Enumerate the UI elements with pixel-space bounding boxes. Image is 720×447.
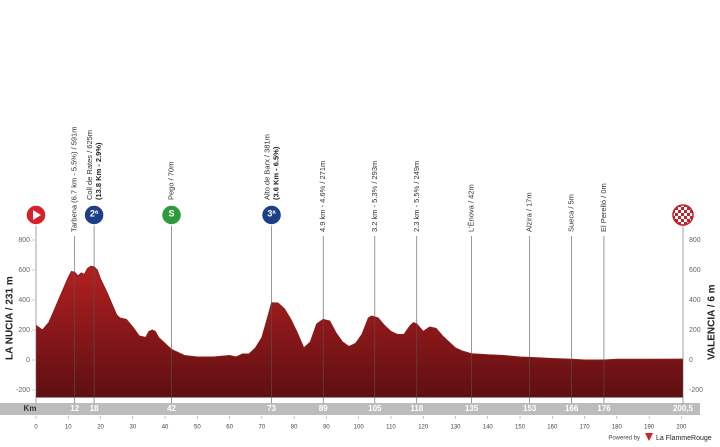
x-tick-label: 30 xyxy=(129,425,136,431)
point-icon-label: 2ª xyxy=(90,208,99,218)
km-marker: 118 xyxy=(410,404,423,413)
x-tick-label: 200 xyxy=(676,425,687,431)
point-icon xyxy=(83,204,105,226)
y-tick-label-right: -200 xyxy=(689,387,703,394)
point-label: Sueca / 5m xyxy=(567,194,576,232)
x-tick-label: 180 xyxy=(612,425,623,431)
km-marker: 166 xyxy=(565,404,579,413)
point-label: 4.9 km - 4.6% / 271m xyxy=(318,161,327,232)
x-tick-label: 100 xyxy=(354,425,365,431)
point-label: Alzira / 17m xyxy=(525,192,534,232)
km-marker: 73 xyxy=(267,404,276,413)
x-tick-label: 170 xyxy=(580,425,591,431)
x-tick-label: 160 xyxy=(547,425,558,431)
km-marker: 89 xyxy=(319,404,328,413)
km-band xyxy=(0,403,700,415)
area-fill xyxy=(36,266,683,398)
km-marker: 135 xyxy=(465,404,479,413)
y-tick-label: 800 xyxy=(18,237,30,244)
point-label: Tarbena (6.7 km - 5.5%) / 591m xyxy=(70,127,79,232)
x-tick-label: 10 xyxy=(65,425,72,431)
point-icon xyxy=(260,204,283,226)
y-tick-label: -200 xyxy=(16,387,30,394)
x-tick-label: 110 xyxy=(386,425,396,431)
point-icon xyxy=(160,204,183,226)
x-tick-label: 190 xyxy=(644,425,655,431)
point-label: Pego / 70m xyxy=(167,162,176,200)
x-tick-label: 80 xyxy=(291,425,298,431)
km-marker: 12 xyxy=(70,404,79,413)
x-tick-label: 60 xyxy=(226,425,233,431)
y-tick-label: 200 xyxy=(18,327,30,334)
x-tick-label: 0 xyxy=(34,425,38,431)
x-tick-label: 70 xyxy=(259,425,266,431)
point-label: 3.2 km - 5.3% / 293m xyxy=(370,161,379,232)
y-tick-label: 600 xyxy=(18,267,30,274)
x-tick-label: 50 xyxy=(194,425,201,431)
y-tick-label-right: 800 xyxy=(689,237,701,244)
point-icon-label: S xyxy=(169,208,175,218)
x-tick-label: 120 xyxy=(418,425,429,431)
y-tick-label-right: 200 xyxy=(689,327,701,334)
y-tick-label: 0 xyxy=(26,357,30,364)
x-tick-label: 90 xyxy=(323,425,330,431)
point-detail: (13.8 Km - 2.9%) xyxy=(94,142,103,200)
x-axis-label: Km xyxy=(24,404,37,413)
start-label: LA NUCIA / 231 m xyxy=(5,276,16,360)
point-label: 2.3 km - 5.5% / 249m xyxy=(412,161,421,232)
km-marker: 42 xyxy=(167,404,176,413)
x-tick-label: 130 xyxy=(450,425,461,431)
elevation-line xyxy=(35,265,684,361)
x-tick-label: 140 xyxy=(483,425,494,431)
km-marker: 176 xyxy=(597,404,611,413)
y-tick-label: 400 xyxy=(18,297,30,304)
point-icon-label: 3ª xyxy=(267,208,276,218)
x-tick-label: 40 xyxy=(162,425,169,431)
y-tick-label-right: 400 xyxy=(689,297,701,304)
km-marker: 200,5 xyxy=(673,404,694,413)
y-tick-label-right: 600 xyxy=(689,267,701,274)
km-marker: 105 xyxy=(368,404,382,413)
point-label: Coll de Rates / 625m xyxy=(85,130,94,200)
point-detail: (3.6 Km - 6.5%) xyxy=(272,146,281,200)
km-marker: 153 xyxy=(523,404,537,413)
start-arrow xyxy=(33,210,41,220)
finish-icon xyxy=(672,204,694,226)
y-tick-label-right: 0 xyxy=(689,357,693,364)
point-label: Alto de Barx / 381m xyxy=(263,134,272,200)
brand-name: La FlammeRouge xyxy=(656,435,712,442)
x-tick-label: 20 xyxy=(97,425,104,431)
point-label: El Perelló / 0m xyxy=(599,183,608,232)
brand-logo xyxy=(645,433,653,441)
point-label: L'Ènova / 42m xyxy=(467,184,476,232)
finish-label: VALENCIA / 6 m xyxy=(707,284,718,360)
x-tick-label: 150 xyxy=(515,425,526,431)
km-marker: 18 xyxy=(90,404,99,413)
powered-by: Powered by xyxy=(608,436,640,442)
